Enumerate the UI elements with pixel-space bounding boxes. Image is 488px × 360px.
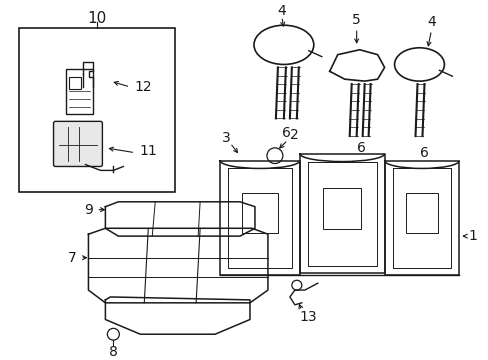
Bar (242, 193, 277, 233)
Text: 4: 4 (277, 4, 285, 18)
Bar (19, 28, 175, 192)
Bar (323, 188, 361, 229)
Text: 8: 8 (109, 345, 118, 359)
Text: 4: 4 (426, 15, 435, 29)
Text: 12: 12 (134, 80, 152, 94)
Text: 3: 3 (221, 131, 230, 145)
Text: 11: 11 (139, 144, 157, 158)
Text: 13: 13 (298, 310, 316, 324)
Text: 5: 5 (351, 13, 360, 27)
Text: 9: 9 (84, 203, 93, 217)
Text: 6: 6 (357, 141, 366, 155)
Text: 2: 2 (290, 128, 299, 142)
Bar (65, 69, 93, 113)
Bar (68, 77, 81, 89)
Text: 10: 10 (88, 11, 107, 26)
Text: 6: 6 (282, 126, 291, 140)
Text: 1: 1 (468, 229, 477, 243)
Text: 7: 7 (68, 251, 77, 265)
FancyBboxPatch shape (53, 121, 102, 166)
Text: 6: 6 (419, 146, 428, 160)
Bar (405, 193, 437, 233)
